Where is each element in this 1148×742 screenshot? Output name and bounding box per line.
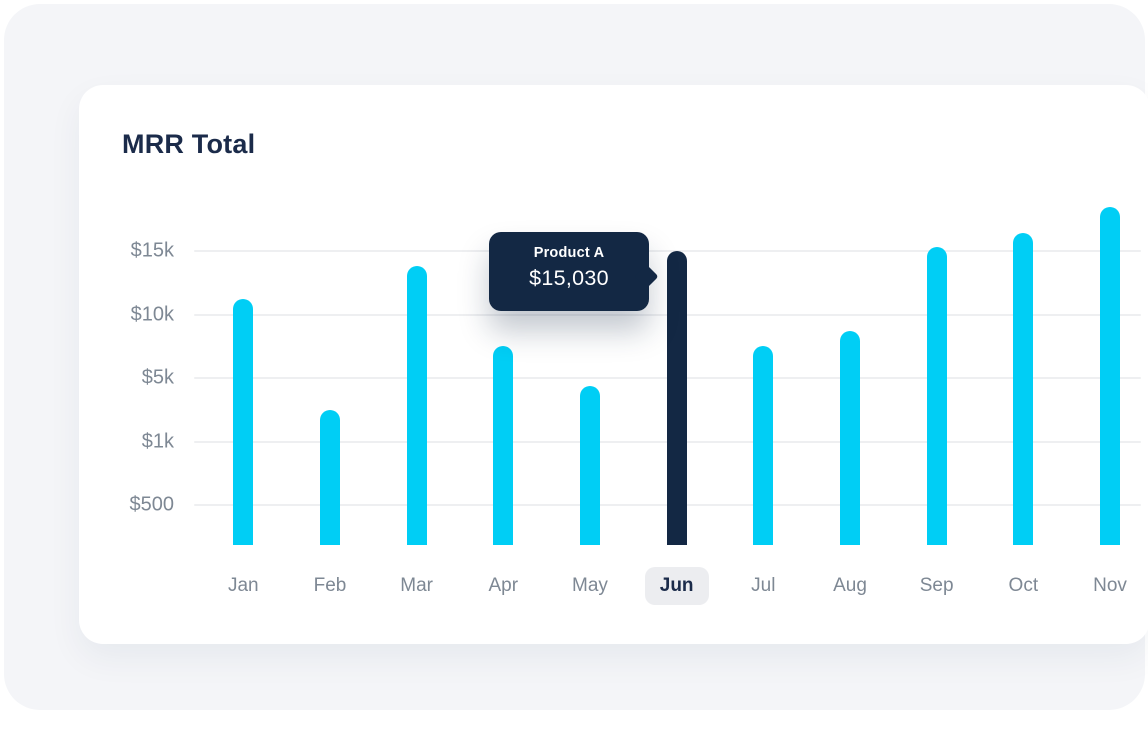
month-label-nov[interactable]: Nov [1093,575,1127,596]
month-label-aug[interactable]: Aug [833,575,867,596]
gridline-15k [194,250,1141,252]
chart-title: MRR Total [122,129,256,159]
bar-jun[interactable] [666,250,687,545]
month-label-jan[interactable]: Jan [227,575,259,596]
bar-apr[interactable] [493,346,514,545]
month-label-may[interactable]: May [572,575,608,596]
bar-may[interactable] [579,385,600,545]
y-axis-tick: $1k [141,430,174,452]
tooltip: Product A $15,030 [489,232,659,311]
month-label-sep[interactable]: Sep [919,575,954,596]
tooltip-series-label: Product A [533,245,605,261]
y-axis-tick: $15k [130,239,174,262]
bar-feb[interactable] [319,409,340,545]
bar-jan[interactable] [233,299,254,545]
month-label-oct[interactable]: Oct [1008,575,1039,596]
bar-aug[interactable] [839,331,860,545]
bar-jul[interactable] [753,346,774,545]
y-axis-tick: $500 [129,493,175,516]
chart-card: MRR Total $500 $1k $5k $10k $15k Jan Feb Mar Ap… [79,85,1148,644]
bar-nov[interactable] [1100,206,1120,545]
y-axis-tick: $5k [141,366,174,389]
tooltip-value: $15,030 [529,266,609,290]
month-label-feb[interactable]: Feb [313,575,347,596]
month-label-jul[interactable]: Jul [751,575,776,596]
y-axis-tick: $10k [130,303,174,325]
bar-mar[interactable] [406,266,427,545]
month-label-mar[interactable]: Mar [400,575,433,596]
month-label-jun[interactable]: Jun [644,567,709,605]
bar-sep[interactable] [926,247,947,545]
bar-oct[interactable] [1013,233,1034,545]
bar-chart: $500 $1k $5k $10k $15k Jan Feb Mar Apr May Jun Jul… [79,85,1148,644]
background-panel: MRR Total $500 $1k $5k $10k $15k Jan Feb Mar Ap… [4,4,1148,710]
month-label-apr[interactable]: Apr [488,575,519,596]
